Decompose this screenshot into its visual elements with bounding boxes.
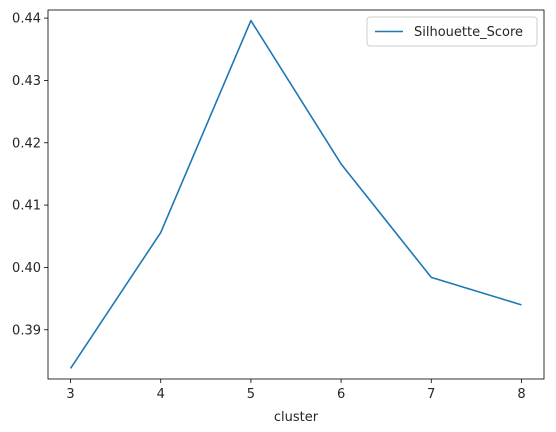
- y-tick-label: 0.43: [12, 74, 41, 89]
- x-axis-label: cluster: [274, 410, 319, 425]
- x-axis-ticks: 3 4 5 6 7 8: [66, 379, 526, 402]
- y-tick-label: 0.41: [12, 199, 41, 214]
- legend: Silhouette_Score: [366, 16, 538, 47]
- plot-area: [48, 10, 544, 379]
- y-tick-label: 0.39: [12, 323, 41, 338]
- plot-frame: [47, 9, 545, 380]
- x-tick-label: 7: [427, 387, 435, 402]
- y-tick-label: 0.40: [12, 261, 41, 276]
- x-tick-label: 8: [517, 387, 525, 402]
- legend-label: Silhouette_Score: [414, 25, 523, 40]
- x-tick-label: 3: [66, 387, 74, 402]
- x-tick-label: 5: [247, 387, 255, 402]
- x-tick-label: 4: [157, 387, 165, 402]
- y-tick-label: 0.44: [12, 12, 41, 27]
- x-tick-label: 6: [337, 387, 345, 402]
- legend-box: [366, 16, 538, 47]
- series-line-silhouette-score: [69, 19, 522, 369]
- y-axis-ticks: 0.39 0.40 0.41 0.42 0.43 0.44: [12, 12, 48, 338]
- y-tick-label: 0.42: [12, 136, 41, 151]
